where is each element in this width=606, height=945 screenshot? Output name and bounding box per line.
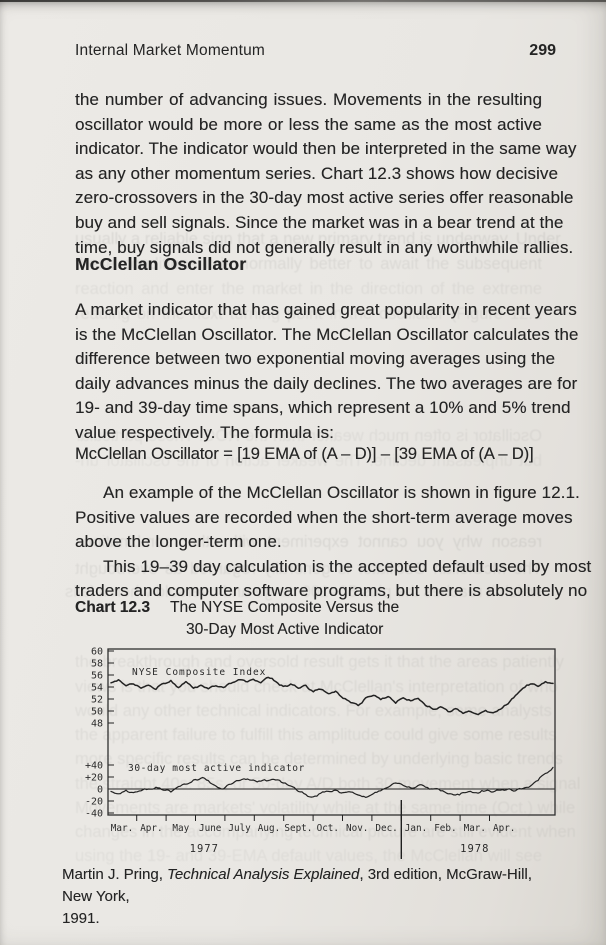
chart-text: Dec. — [375, 823, 397, 834]
text-line: oscillator would be more or less the sam… — [75, 114, 542, 134]
chart-text: 52 — [91, 695, 103, 706]
text-line: as any other momentum series. Chart 12.3… — [75, 163, 559, 183]
text-line: is the McClellan Oscillator. The McClell… — [75, 324, 579, 344]
text-line: above the longer-term one. — [75, 532, 282, 552]
chart-12-3: 60 58 56 54 52 50 48 +40 +20 0 -20 -40 NYSE Composit… — [70, 645, 570, 865]
text-line: 19- and 39-day time spans, which represe… — [75, 398, 571, 418]
chart-text: 48 — [91, 719, 103, 730]
chart-text: Mar. — [111, 823, 133, 834]
chart-text: Mar. — [464, 823, 486, 834]
chart-caption: Chart 12.3 The NYSE Composite Versus the… — [75, 597, 399, 640]
chart-text: Nov. — [346, 823, 368, 834]
text-line: time, buy signals did not generally resu… — [75, 237, 574, 257]
citation-book-title: Technical Analysis Explained — [167, 866, 360, 883]
chart-caption-text: The NYSE Composite Versus the 30-Day Mos… — [170, 597, 399, 640]
chart-text: Feb. — [434, 823, 456, 834]
plot-border — [107, 648, 556, 816]
text-line: A market indicator that has gained great… — [75, 300, 577, 319]
chart-text: 1977 — [190, 843, 219, 855]
chart-text: +40 — [85, 761, 103, 772]
text-line: daily advances minus the daily declines.… — [75, 373, 578, 393]
citation-year: 1991. — [62, 910, 100, 927]
chart-text: May — [172, 823, 189, 834]
chart-text: Aug. — [258, 823, 280, 834]
chart-text: June — [199, 823, 222, 834]
formula-line: McClellan Oscillator = [19 EMA of (A – D… — [75, 444, 534, 463]
chart-text: +20 — [85, 773, 103, 784]
scan-top-edge — [0, 0, 606, 2]
most-active-line — [110, 766, 554, 798]
chart-text: NYSE Composite Index — [132, 667, 266, 678]
paragraph-advancing-issues: the number of advancing issues. Movement… — [75, 88, 577, 260]
chart-text: 60 — [91, 647, 103, 658]
text-line: indicator. The indicator would then be i… — [75, 139, 577, 159]
text-line: difference between two exponential movin… — [75, 349, 556, 369]
running-head-title: Internal Market Momentum — [75, 42, 266, 59]
nyse-composite-line — [110, 676, 554, 716]
chart-text: -20 — [85, 797, 103, 808]
chart-caption-line2: 30-Day Most Active Indicator — [186, 620, 384, 638]
text-line: zero-crossovers in the 30-day most activ… — [75, 188, 574, 208]
chart-text: 54 — [91, 683, 103, 694]
chart-caption-label: Chart 12.3 — [75, 599, 150, 616]
text-line: traders and computer software programs, … — [75, 581, 588, 601]
text-line: An example of the McClellan Oscillator i… — [103, 483, 580, 502]
chart-text: Sept. — [284, 823, 312, 834]
paragraph-example: An example of the McClellan Oscillator i… — [75, 481, 592, 604]
chart-text: Apr. — [140, 823, 162, 834]
chart-text: Jan. — [405, 823, 427, 834]
text-line: Positive values are recorded when the sh… — [75, 507, 573, 527]
text-line: value respectively. The formula is: — [75, 422, 334, 442]
citation: Martin J. Pring, Technical Analysis Expl… — [62, 864, 562, 930]
chart-text: 30-day most active indicator — [128, 763, 305, 774]
paragraph-mcclellan-intro: A market indicator that has gained great… — [75, 298, 579, 446]
chart-text: Apr. — [493, 823, 515, 834]
text-line: the number of advancing issues. Movement… — [75, 90, 542, 109]
citation-publisher: , 3rd edition, McGraw-Hill, New York, — [62, 866, 532, 905]
section-heading: McClellan Oscillator — [75, 254, 247, 274]
citation-author: Martin J. Pring, — [62, 866, 168, 883]
page-number: 299 — [529, 42, 556, 59]
chart-caption-line1: The NYSE Composite Versus the — [170, 599, 400, 616]
chart-text: 50 — [91, 707, 103, 718]
chart-text: 56 — [91, 671, 103, 682]
chart-text: -40 — [85, 809, 103, 820]
chart-text: 0 — [97, 785, 103, 796]
chart-text: July — [228, 823, 251, 834]
chart-text: 1978 — [460, 843, 489, 855]
text-line: buy and sell signals. Since the market w… — [75, 212, 564, 232]
chart-text: Oct. — [317, 823, 339, 834]
page-header: Internal Market Momentum 299 — [75, 42, 556, 60]
text-line: This 19–39 day calculation is the accept… — [103, 556, 592, 576]
chart-text: 58 — [91, 659, 103, 670]
